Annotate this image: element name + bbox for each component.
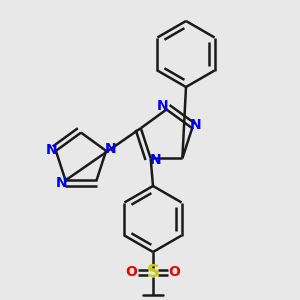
Text: N: N: [46, 143, 57, 157]
Text: N: N: [150, 153, 162, 167]
Text: S: S: [146, 263, 160, 281]
Text: O: O: [169, 266, 181, 279]
Text: N: N: [104, 142, 116, 156]
Text: N: N: [157, 100, 169, 113]
Text: O: O: [125, 266, 137, 279]
Text: N: N: [56, 176, 67, 190]
Text: N: N: [190, 118, 202, 132]
